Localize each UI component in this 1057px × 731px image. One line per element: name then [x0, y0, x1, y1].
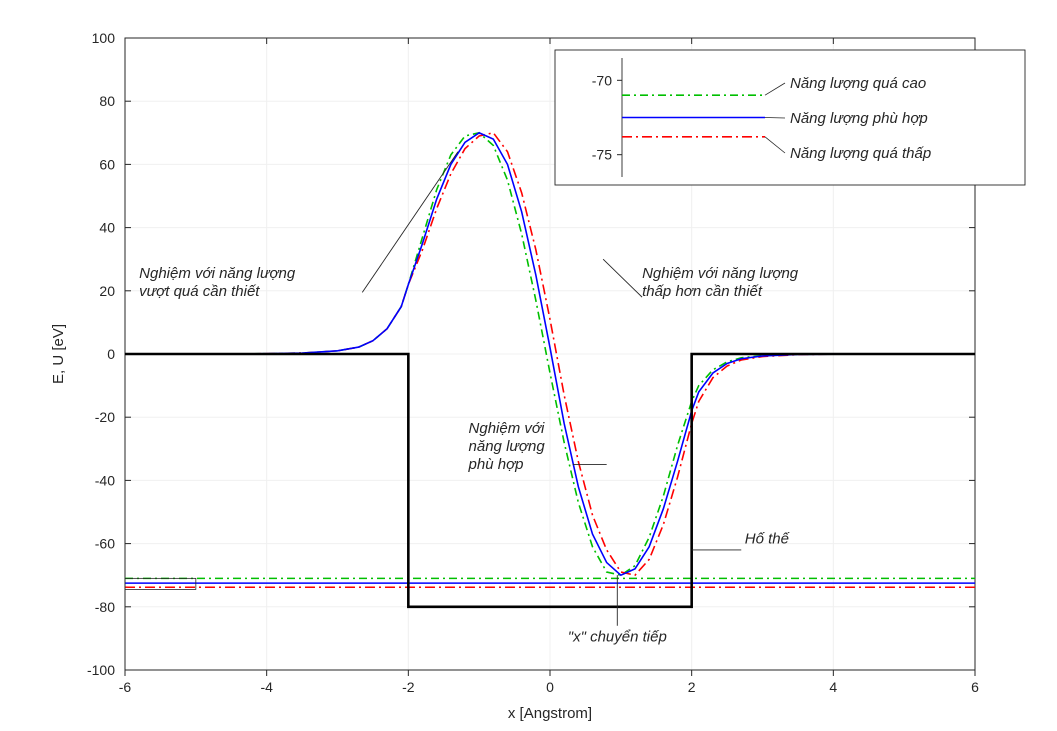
svg-text:Nghiệm với năng lượng: Nghiệm với năng lượng	[139, 265, 296, 282]
svg-text:-40: -40	[95, 472, 115, 488]
svg-text:6: 6	[971, 679, 979, 695]
svg-text:thấp hơn cần thiết: thấp hơn cần thiết	[642, 283, 763, 300]
svg-text:Nghiệm với: Nghiệm với	[469, 420, 545, 437]
svg-text:20: 20	[99, 283, 115, 299]
svg-text:-4: -4	[260, 679, 273, 695]
svg-text:40: 40	[99, 220, 115, 236]
svg-text:phù hợp: phù hợp	[468, 456, 524, 473]
annot-well: Hố thế	[745, 531, 791, 548]
svg-text:Nghiệm với năng lượng: Nghiệm với năng lượng	[642, 265, 799, 282]
svg-text:-6: -6	[119, 679, 132, 695]
svg-text:vượt quá cần thiết: vượt quá cần thiết	[139, 283, 260, 300]
svg-text:năng lượng: năng lượng	[469, 438, 546, 455]
svg-text:-80: -80	[95, 599, 115, 615]
svg-text:-70: -70	[592, 72, 612, 88]
main-plot: -6-4-20246-100-80-60-40-20020406080100x …	[0, 0, 1057, 731]
svg-text:60: 60	[99, 156, 115, 172]
y-axis-label: E, U [eV]	[50, 324, 67, 384]
svg-text:-75: -75	[592, 147, 612, 163]
legend-label: Năng lượng quá thấp	[790, 145, 931, 162]
svg-text:-20: -20	[95, 409, 115, 425]
svg-text:"x" chuyển tiếp: "x" chuyển tiếp	[568, 629, 667, 646]
svg-text:0: 0	[107, 346, 115, 362]
svg-text:0: 0	[546, 679, 554, 695]
annot-xtrans: "x" chuyển tiếp	[568, 629, 667, 646]
svg-text:-2: -2	[402, 679, 415, 695]
svg-text:4: 4	[829, 679, 837, 695]
svg-text:-60: -60	[95, 536, 115, 552]
svg-text:80: 80	[99, 93, 115, 109]
legend-label: Năng lượng phù hợp	[790, 110, 928, 127]
svg-text:2: 2	[688, 679, 696, 695]
x-axis-label: x [Angstrom]	[508, 705, 592, 722]
svg-text:100: 100	[92, 30, 116, 46]
svg-text:Hố thế: Hố thế	[745, 531, 791, 548]
svg-text:-100: -100	[87, 662, 115, 678]
chart-container: -6-4-20246-100-80-60-40-20020406080100x …	[0, 0, 1057, 731]
legend-label: Năng lượng quá cao	[790, 75, 926, 92]
